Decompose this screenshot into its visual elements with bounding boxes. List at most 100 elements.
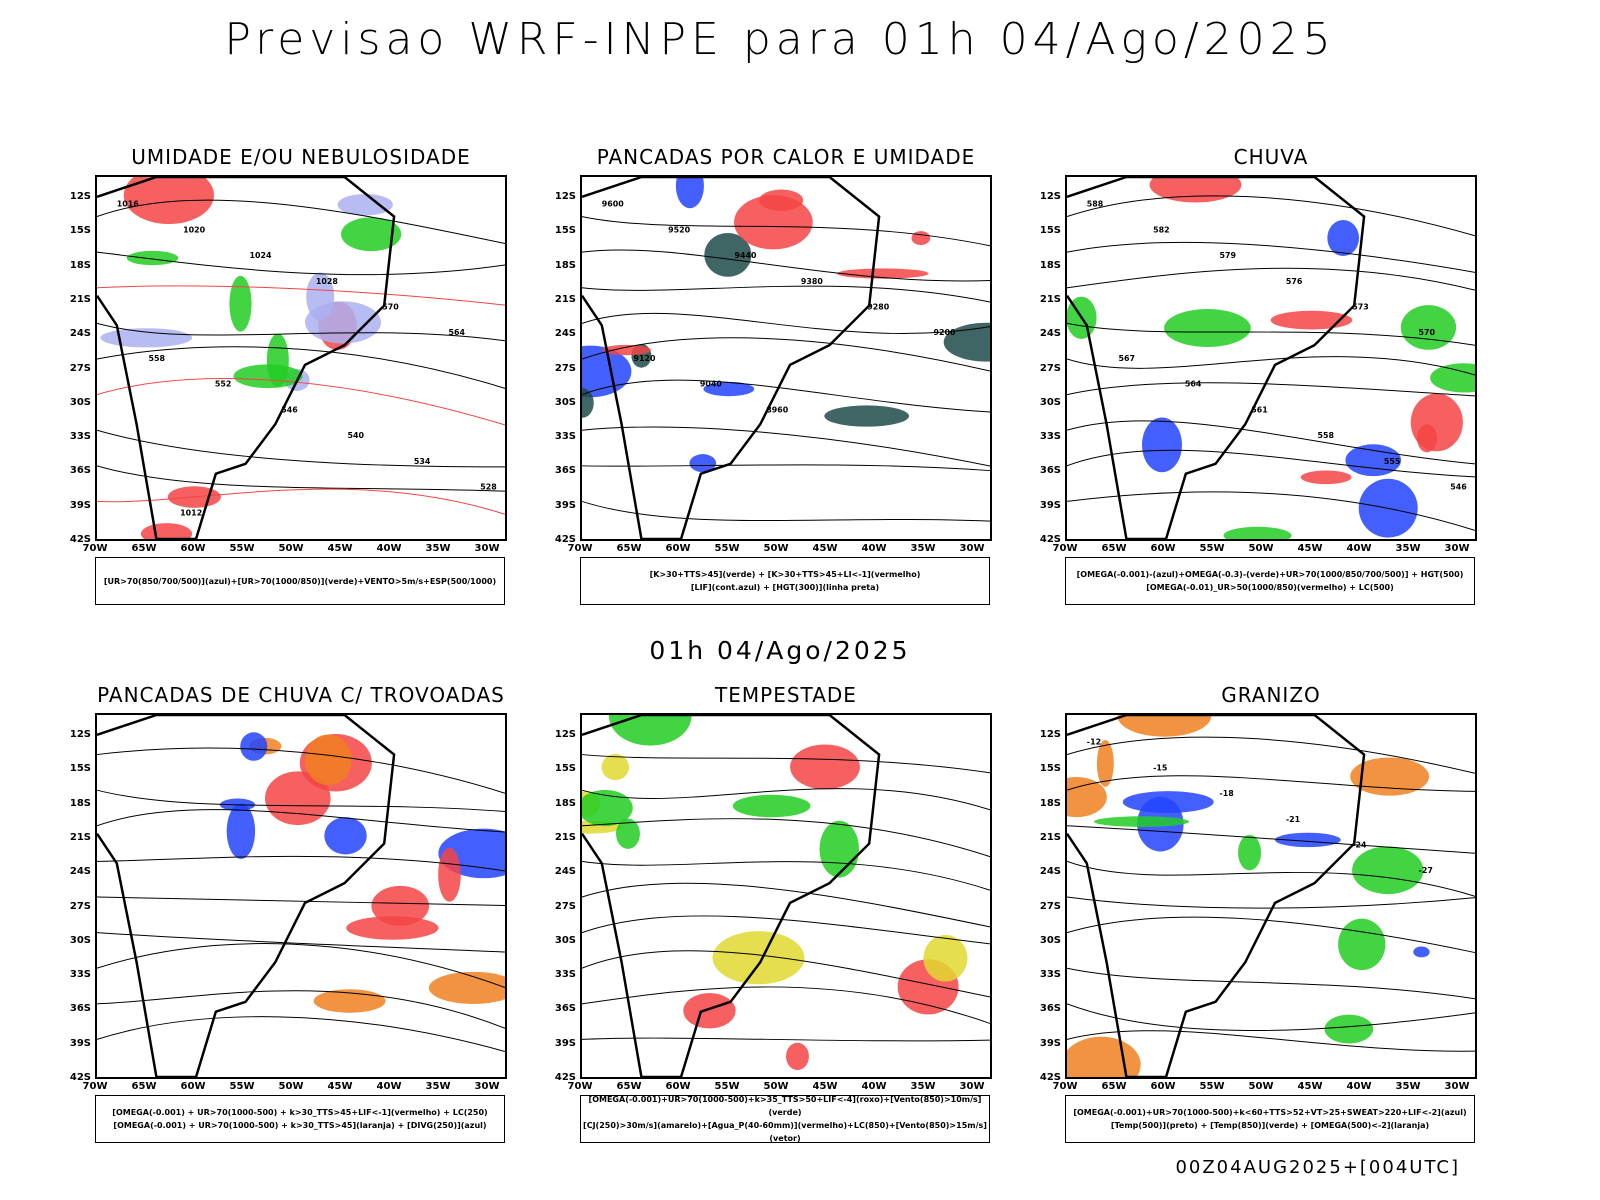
lat-tick-label: 42S [554,534,576,545]
contour-label: 9200 [934,328,957,337]
shaded-area [790,744,860,790]
lat-tick-label: 39S [69,499,91,511]
contour-line [97,429,505,468]
contour-line [582,379,990,413]
lon-tick-label: 45W [1297,1081,1323,1092]
shaded-area [337,193,393,216]
lat-tick-label: 36S [1039,1003,1061,1015]
contour-line [97,199,505,244]
shaded-area [140,523,193,539]
shaded-area [1164,308,1251,347]
contour-line [1067,356,1475,376]
lon-tick-label: 55W [714,1081,740,1092]
contour-line [582,285,990,303]
lon-tick-label: 50W [763,1081,789,1092]
lon-tick-label: 55W [1199,1081,1225,1092]
lat-tick-label: 33S [1039,431,1061,443]
contour-label: 9440 [735,251,758,260]
contour-line [1067,896,1475,909]
shaded-area [824,405,910,427]
shaded-area [1300,470,1352,485]
lon-tick-label: 65W [1101,543,1127,554]
lon-tick-label: 65W [616,1081,642,1092]
lat-tick-label: 27S [69,362,91,374]
shaded-area [911,231,931,246]
shaded-area [233,364,303,389]
contour-label: 570 [382,303,399,312]
lon-tick-label: 40W [376,543,402,554]
contour-label: 9600 [602,200,625,209]
panel-legend: [OMEGA(-0.001) + UR>70(1000-500) + k>30_… [95,1095,505,1143]
lat-tick-label: 15S [554,225,576,237]
lon-tick-label: 40W [1346,543,1372,554]
lat-tick-label: 30S [554,396,576,408]
lat-tick-label: 42S [69,1072,91,1083]
coastline [1067,177,1366,539]
contour-line [1067,420,1475,465]
shaded-area [371,885,430,926]
contour-line [1067,825,1475,854]
contour-line [1067,491,1475,531]
contour-line [582,818,990,858]
panel-title: CHUVA [1233,145,1309,169]
lat-tick-label: 21S [69,293,91,305]
shaded-area [1350,757,1430,796]
contour-line [97,346,505,389]
contour-label: -12 [1087,738,1101,747]
lat-tick-label: 33S [554,969,576,981]
contour-label: -24 [1352,841,1367,850]
lat-tick-label: 12S [554,191,576,202]
lon-tick-label: 60W [665,1081,691,1092]
shaded-area [1274,832,1341,848]
shaded-area [923,935,968,982]
contour-label: 564 [449,328,466,337]
lat-tick-label: 18S [554,797,576,809]
lon-tick-label: 45W [327,543,353,554]
lon-tick-label: 60W [665,543,691,554]
lat-tick-label: 24S [1039,328,1061,340]
contour-line [582,464,990,472]
shaded-area [1430,363,1475,393]
lon-tick-label: 35W [910,1081,936,1092]
shaded-area [819,820,859,878]
contour-label: 540 [348,431,365,440]
contour-label: 1012 [180,508,202,517]
lon-tick-label: 30W [1444,543,1470,554]
shaded-area [759,189,804,211]
shaded-area [1238,834,1262,871]
contour-label: 1028 [316,277,339,286]
shaded-area [126,250,179,266]
lat-tick-label: 33S [69,431,91,443]
contour-label: 579 [1220,251,1237,260]
contour-line [1067,382,1475,397]
lat-tick-label: 42S [1039,1072,1061,1083]
lat-tick-label: 36S [554,1003,576,1015]
lon-tick-label: 45W [1297,543,1323,554]
lat-tick-label: 36S [1039,465,1061,477]
panel-legend: [OMEGA(-0.001)+UR>70(1000-500)+k<60+TTS>… [1065,1095,1475,1143]
legend-line: [LIF](cont.azul) + [HGT(300)](linha pret… [690,583,880,592]
legend-line: [OMEGA(-0.01)_UR>50(1000/850)(vermelho) … [1146,583,1394,592]
lat-tick-label: 27S [69,900,91,912]
shaded-area [616,818,640,849]
panel-title: GRANIZO [1221,683,1321,707]
contour-line [582,882,990,928]
contour-label: 9380 [801,277,824,286]
contour-line [97,990,505,1029]
contour-label: 564 [1185,380,1202,389]
contour-line [97,789,505,813]
contour-label: 546 [281,405,298,414]
lon-tick-label: 30W [474,543,500,554]
lat-tick-label: 30S [69,934,91,946]
shaded-area [438,847,461,902]
lon-tick-label: 70W [82,1081,108,1092]
lat-tick-label: 39S [1039,1037,1061,1049]
legend-line: [OMEGA(-0.001)+UR>70(1000-500)+k<60+TTS>… [1073,1108,1467,1117]
contour-label: 558 [148,354,165,363]
contour-line [1067,241,1475,273]
contour-line [97,809,505,833]
lon-tick-label: 45W [327,1081,353,1092]
lon-tick-label: 55W [229,543,255,554]
lon-tick-label: 70W [567,543,593,554]
shaded-area [703,381,755,397]
